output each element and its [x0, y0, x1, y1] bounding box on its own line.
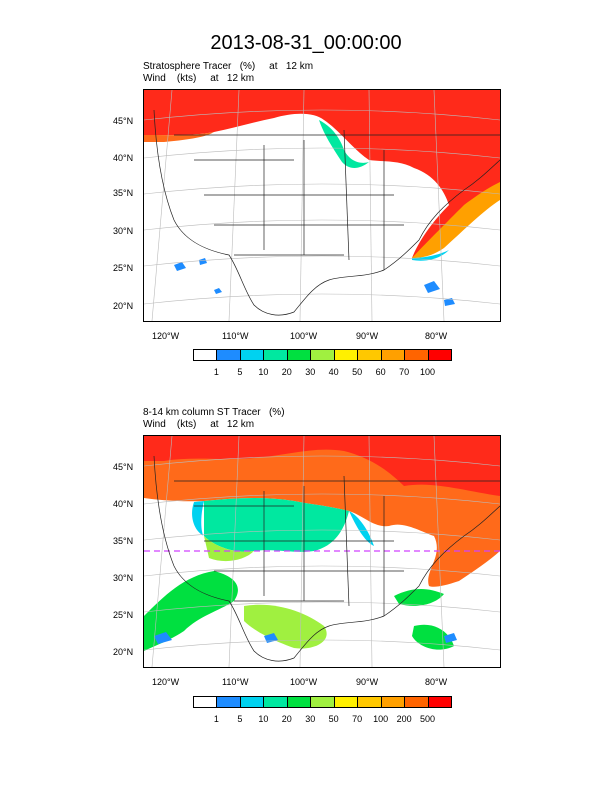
colorbar-tick-label: 10	[258, 714, 269, 724]
panel2-tracer-green	[204, 497, 349, 552]
colorbar-tick-label: 200	[396, 714, 412, 724]
panel2-map	[143, 435, 501, 668]
panel2-colorbar	[193, 696, 452, 708]
panel1-coastlines	[153, 109, 501, 316]
colorbar-swatch	[193, 349, 218, 361]
colorbar-tick-label: 40	[328, 367, 339, 377]
panel1-tracer-blue	[174, 258, 455, 306]
panel1-lat-label: 25°N	[113, 263, 134, 273]
colorbar-swatch	[357, 349, 382, 361]
panel2-lat-label: 25°N	[113, 610, 134, 620]
colorbar-tick-label: 1	[213, 714, 219, 724]
panel2-graticule	[143, 435, 501, 668]
colorbar-swatch	[357, 696, 382, 708]
panel2-tracer-green2	[144, 571, 238, 651]
colorbar-tick-label: 70	[399, 367, 410, 377]
panel1-lon-label: 100°W	[290, 331, 318, 341]
colorbar-swatch	[216, 349, 241, 361]
panel2-map-graphic	[143, 435, 501, 668]
panel1-tracer-orange	[144, 132, 214, 142]
colorbar-swatch	[427, 696, 452, 708]
panel2-lat-label: 30°N	[113, 573, 134, 583]
panel1-tracer-yellow	[412, 182, 500, 258]
panel2-lon-label: 110°W	[222, 677, 249, 687]
colorbar-swatch	[380, 696, 406, 708]
colorbar-tick-label: 10	[258, 367, 269, 377]
colorbar-tick-label: 100	[420, 367, 436, 377]
panel2-lat-label: 45°N	[113, 462, 134, 472]
panel2-title-line1: 8-14 km column ST Tracer (%)	[143, 407, 285, 418]
panel1-tracer-red	[144, 90, 500, 258]
panel2-lat-label: 35°N	[113, 536, 134, 546]
colorbar-tick-label: 100	[373, 714, 389, 724]
colorbar-swatch	[286, 349, 312, 361]
panel1-lat-label: 30°N	[113, 226, 134, 236]
colorbar-swatch	[333, 349, 359, 361]
panel1-tracer-green	[319, 120, 369, 168]
colorbar-tick-label: 5	[237, 367, 243, 377]
panel1-lat-label: 20°N	[113, 301, 134, 311]
panel2-lon-label: 90°W	[356, 677, 379, 687]
colorbar-swatch	[193, 696, 218, 708]
panel1-lon-label: 90°W	[356, 331, 379, 341]
panel1-graticule	[143, 89, 501, 322]
colorbar-swatch	[404, 349, 429, 361]
colorbar-swatch	[310, 349, 335, 361]
panel1-lon-label: 80°W	[425, 331, 448, 341]
colorbar-swatch	[404, 696, 429, 708]
colorbar-tick-label: 1	[213, 367, 219, 377]
panel1-tracer-cyan	[412, 250, 449, 261]
panel1-lat-label: 45°N	[113, 116, 134, 126]
panel1-map	[143, 89, 501, 322]
panel2-tracer-lime2	[244, 604, 327, 649]
panel1-colorbar-labels: 1 5 10 20 30 40 50 60 70 100	[193, 367, 451, 379]
colorbar-tick-label: 60	[375, 367, 386, 377]
colorbar-tick-label: 30	[305, 714, 316, 724]
colorbar-tick-label: 50	[328, 714, 339, 724]
colorbar-swatch	[380, 349, 406, 361]
colorbar-tick-label: 50	[352, 367, 363, 377]
panel2-tracer-lime	[204, 536, 254, 562]
colorbar-tick-label: 70	[352, 714, 363, 724]
colorbar-swatch	[286, 696, 312, 708]
panel2-colorbar-labels: 1 5 10 20 30 50 70 100 200 500	[193, 714, 451, 726]
panel1-lat-label: 40°N	[113, 153, 134, 163]
colorbar-swatch	[427, 349, 452, 361]
colorbar-swatch	[333, 696, 359, 708]
panel1-lon-label: 120°W	[152, 331, 180, 341]
panel2-lon-label: 100°W	[290, 677, 318, 687]
panel2-lon-label: 80°W	[425, 677, 448, 687]
panel1-lat-label: 35°N	[113, 188, 134, 198]
colorbar-tick-label: 20	[281, 714, 292, 724]
colorbar-swatch	[263, 349, 288, 361]
panel1-title-line1: Stratosphere Tracer (%) at 12 km	[143, 61, 314, 72]
panel2-lat-label: 40°N	[113, 499, 134, 509]
colorbar-tick-label: 30	[305, 367, 316, 377]
colorbar-tick-label: 500	[420, 714, 436, 724]
panel1-colorbar	[193, 349, 452, 361]
colorbar-swatch	[239, 349, 265, 361]
panel2-title-line2: Wind (kts) at 12 km	[143, 419, 255, 430]
panel2-lon-label: 120°W	[152, 677, 180, 687]
colorbar-swatch	[310, 696, 335, 708]
colorbar-swatch	[239, 696, 265, 708]
panel1-lon-label: 110°W	[222, 331, 249, 341]
panel1-title-line2: Wind (kts) at 12 km	[143, 73, 255, 84]
colorbar-swatch	[216, 696, 241, 708]
panel2-coastlines	[153, 455, 501, 662]
panel1-map-graphic	[143, 89, 501, 322]
panel2-tracer-green3	[394, 589, 454, 650]
panel2-lat-label: 20°N	[113, 647, 134, 657]
colorbar-tick-label: 5	[237, 714, 243, 724]
colorbar-swatch	[263, 696, 288, 708]
page-title: 2013-08-31_00:00:00	[210, 32, 402, 54]
colorbar-tick-label: 20	[281, 367, 292, 377]
